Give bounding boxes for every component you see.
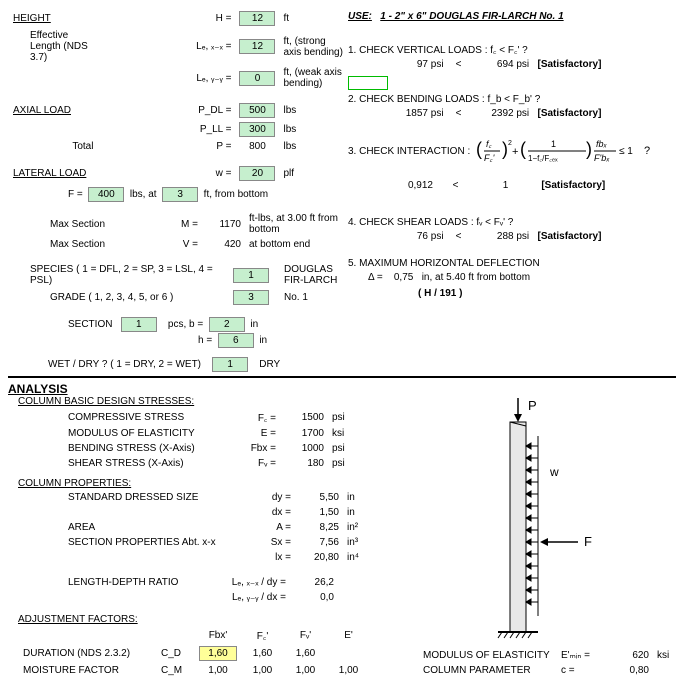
input-section-qty[interactable]: 1	[121, 317, 157, 332]
basic-row: BENDING STRESS (X-Axis)Fbx =1000psi	[65, 442, 348, 455]
adj-factors-title: ADJUSTMENT FACTORS:	[8, 614, 418, 625]
check-1-result: [Satisfactory]	[538, 59, 602, 70]
svg-text:f꜀: f꜀	[486, 139, 493, 149]
check-2-label: 2. CHECK BENDING LOADS : f_b < F_b' ?	[348, 94, 676, 105]
use-label: USE:	[348, 11, 372, 22]
svg-text:(: (	[520, 139, 526, 159]
prop-row: lx =20,80in⁴	[65, 551, 362, 564]
svg-text:+: +	[512, 146, 518, 158]
input-cd[interactable]: 1,60	[199, 646, 237, 661]
adj-row: MOISTURE FACTORC_M1,001,001,001,00	[20, 664, 369, 677]
check-3-result: [Satisfactory]	[541, 180, 605, 191]
svg-text:F'bₓ: F'bₓ	[594, 153, 610, 163]
check-2-result: [Satisfactory]	[538, 108, 602, 119]
input-pdl[interactable]: 500	[239, 103, 275, 118]
adj-row: DURATION (NDS 2.3.2)C_D1,601,601,60	[20, 645, 369, 662]
check-1-label: 1. CHECK VERTICAL LOADS : f꜀ < F꜀' ?	[348, 42, 676, 56]
svg-text:fbₓ: fbₓ	[596, 139, 608, 149]
input-height[interactable]: 12	[239, 11, 275, 26]
input-wetdry[interactable]: 1	[212, 357, 248, 372]
svg-text:?: ?	[644, 145, 650, 157]
input-F-at[interactable]: 3	[162, 187, 198, 202]
check-4-result: [Satisfactory]	[538, 231, 602, 242]
basic-row: SHEAR STRESS (X-Axis)Fᵥ =180psi	[65, 457, 348, 470]
analysis-title: ANALYSIS	[8, 382, 676, 396]
prop-row: STANDARD DRESSED SIZEdy =5,50in	[65, 491, 362, 504]
input-ley[interactable]: 0	[239, 71, 275, 86]
input-h[interactable]: 6	[218, 333, 254, 348]
input-grade[interactable]: 3	[233, 290, 269, 305]
svg-text:1: 1	[551, 139, 556, 149]
basic-row: COMPRESSIVE STRESSF꜀ =1500psi	[65, 409, 348, 425]
input-F[interactable]: 400	[88, 187, 124, 202]
basic-row: MODULUS OF ELASTICITYE =1700ksi	[65, 427, 348, 440]
svg-text:F꜀': F꜀'	[484, 153, 495, 163]
svg-text:): )	[586, 139, 592, 159]
svg-text:P: P	[528, 398, 537, 413]
svg-text:≤ 1: ≤ 1	[619, 146, 633, 157]
input-species[interactable]: 1	[233, 268, 269, 283]
check-3-label: 3. CHECK INTERACTION : ( f꜀ F꜀' ) 2 + ( …	[348, 135, 676, 167]
use-text: 1 - 2" x 6" DOUGLAS FIR-LARCH No. 1	[380, 11, 563, 22]
check-5-label: 5. MAXIMUM HORIZONTAL DEFLECTION	[348, 258, 676, 269]
row-height: HEIGHTH =12ft	[10, 10, 346, 27]
basic-stresses-title: COLUMN BASIC DESIGN STRESSES:	[8, 396, 418, 407]
prop-row: SECTION PROPERTIES Abt. x-xSx =7,56in³	[65, 536, 362, 549]
svg-text:1−f꜀/F꜀ₑₓ: 1−f꜀/F꜀ₑₓ	[528, 154, 558, 163]
input-w[interactable]: 20	[239, 166, 275, 181]
svg-text:F: F	[584, 534, 592, 549]
prop-row: AREAA =8,25in²	[65, 521, 362, 534]
svg-text:(: (	[476, 139, 482, 159]
col-props-title: COLUMN PROPERTIES:	[8, 478, 418, 489]
svg-text:w: w	[549, 465, 559, 479]
check-4-label: 4. CHECK SHEAR LOADS : fᵥ < Fᵥ' ?	[348, 217, 676, 228]
input-b[interactable]: 2	[209, 317, 245, 332]
column-diagram-icon: P w F	[468, 396, 618, 646]
blank-cell[interactable]	[348, 76, 388, 90]
interaction-formula-icon: ( f꜀ F꜀' ) 2 + ( 1 1−f꜀/F꜀ₑₓ ) fbₓ F'bₓ …	[474, 135, 664, 167]
input-lex[interactable]: 12	[239, 39, 275, 54]
input-pll[interactable]: 300	[239, 122, 275, 137]
prop-row: dx =1,50in	[65, 506, 362, 519]
